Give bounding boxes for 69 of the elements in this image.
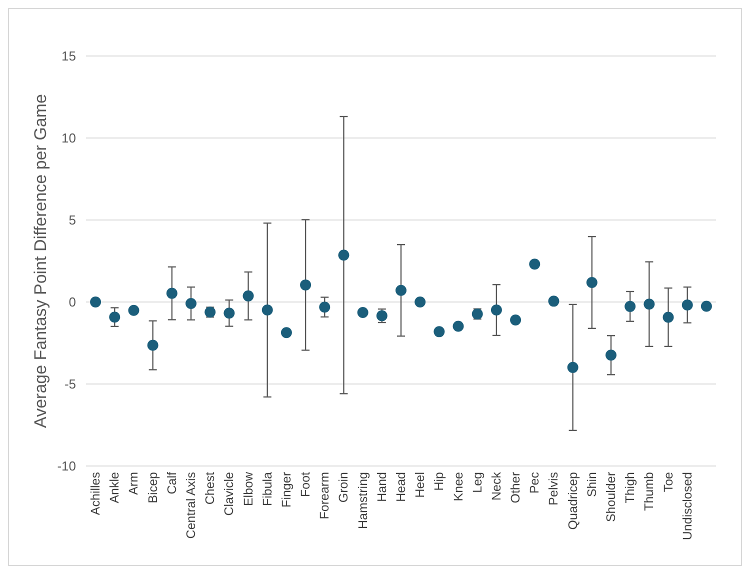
y-tick-label: 10 [62, 130, 76, 146]
point [262, 304, 273, 316]
point [242, 290, 254, 302]
x-tick-label: Knee [451, 472, 466, 502]
x-tick-label: Heel [413, 472, 428, 498]
y-tick-label: 15 [62, 48, 76, 64]
x-tick-label: Head [394, 472, 408, 502]
point [300, 279, 312, 290]
x-tick-label: Calf [164, 471, 179, 494]
point [414, 296, 426, 308]
x-tick-label: Finger [279, 472, 294, 508]
point [662, 312, 674, 323]
point [452, 320, 464, 332]
x-tick-label: Shin [584, 472, 599, 498]
point [700, 300, 712, 312]
x-tick-label: Thumb [642, 472, 656, 511]
point [567, 362, 578, 373]
point [490, 304, 502, 316]
y-tick-label: 0 [68, 294, 76, 310]
point [128, 304, 140, 316]
y-tick-label: -5 [64, 376, 76, 392]
x-tick-label: Groin [336, 472, 351, 503]
x-tick-label: Elbow [241, 471, 256, 506]
point [338, 250, 350, 261]
point [548, 296, 560, 307]
x-tick-label: Thigh [623, 472, 638, 504]
point [147, 340, 158, 351]
point [357, 306, 368, 318]
point [224, 308, 235, 319]
x-tick-label: Leg [470, 472, 484, 493]
x-tick-label: Achilles [88, 472, 103, 516]
x-tick-label: Pelvis [546, 472, 561, 506]
x-tick-label: Quadricep [566, 472, 580, 530]
x-tick-label: Neck [489, 471, 504, 500]
point [510, 314, 522, 326]
x-tick-label: Arm [126, 472, 141, 495]
x-tick-label: Pec [528, 472, 542, 494]
x-tick-label: Chest [203, 471, 218, 505]
point [396, 284, 406, 296]
x-tick-label: Central Axis [184, 472, 198, 539]
point [586, 276, 598, 288]
x-tick-label: Clavicle [222, 472, 236, 516]
y-tick-label: -10 [57, 458, 76, 474]
x-tick-label: Foot [298, 471, 313, 498]
x-tick-label: Ankle [108, 472, 122, 504]
point [319, 302, 330, 313]
x-tick-label: Toe [661, 472, 676, 492]
point [186, 298, 196, 309]
x-tick-label: Hand [374, 472, 389, 502]
x-tick-label: Hamstring [356, 472, 370, 529]
point [90, 296, 102, 308]
x-tick-label: Undisclosed [680, 472, 694, 540]
x-tick-label: Shoulder [604, 472, 618, 522]
point [280, 327, 292, 338]
point [109, 312, 120, 323]
x-tick-label: Bicep [146, 472, 160, 504]
x-tick-label: Fibula [260, 472, 274, 506]
x-tick-label: Hip [432, 472, 446, 491]
y-tick-label: 5 [68, 212, 76, 228]
x-tick-label: Forearm [318, 472, 332, 520]
point [434, 326, 445, 338]
point [606, 350, 616, 361]
point [644, 298, 655, 310]
point [624, 300, 636, 312]
point [529, 258, 540, 270]
y-axis-title: Average Fantasy Point Difference per Game [31, 94, 50, 428]
point [166, 288, 178, 299]
point [682, 299, 693, 310]
x-tick-label: Other [508, 472, 523, 504]
